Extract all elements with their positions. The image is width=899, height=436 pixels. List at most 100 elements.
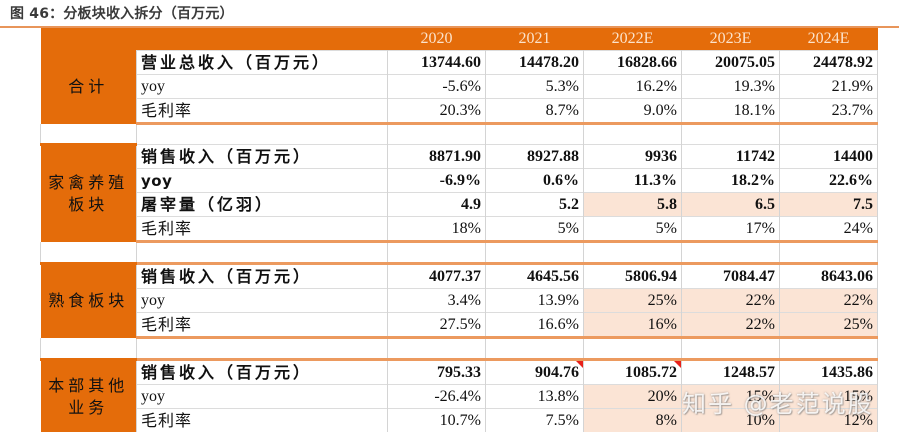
cell-value-estimate: 15%	[681, 384, 780, 409]
cell-value: 10.7%	[387, 408, 486, 432]
cell-value: 1248.57	[681, 359, 780, 385]
cell-value: -5.6%	[387, 74, 486, 99]
table-row: 毛利率 18% 5% 5% 17% 24%	[41, 216, 878, 243]
cell-value: -26.4%	[387, 384, 486, 409]
cell-value: 5.3%	[485, 74, 584, 99]
cell-value: 14478.20	[485, 50, 584, 75]
cell-value-with-comment[interactable]: 904.76	[485, 359, 584, 385]
cell-value-estimate: 15%	[779, 384, 878, 409]
cell-value: 11.3%	[583, 168, 682, 193]
cell-value: 7.5%	[485, 408, 584, 432]
cell-value: 27.5%	[387, 312, 486, 339]
figure-title: 图 46：分板块收入拆分（百万元）	[10, 6, 234, 22]
cell-value-estimate: 16%	[583, 312, 682, 339]
cell-value: 8643.06	[779, 263, 878, 289]
spacer-row	[40, 337, 878, 361]
cell-value: -6.9%	[387, 168, 486, 193]
segment-cooked-food: 熟食板块	[40, 263, 137, 338]
cell-value: 4.9	[387, 192, 486, 217]
row-label: yoy	[136, 384, 388, 409]
segment-other-business: 本部其他业务	[40, 359, 137, 432]
table-row: yoy -5.6% 5.3% 16.2% 19.3% 21.9%	[41, 74, 878, 99]
cell-value: 21.9%	[779, 74, 878, 99]
cell-value-estimate: 7.5	[779, 192, 878, 217]
cell-value: 18%	[387, 216, 486, 243]
cell-value: 20.3%	[387, 98, 486, 125]
cell-value-estimate: 8%	[583, 408, 682, 432]
cell-value: 23.7%	[779, 98, 878, 125]
cell-value: 18.1%	[681, 98, 780, 125]
cell-value: 7084.47	[681, 263, 780, 289]
cell-value-estimate: 10%	[681, 408, 780, 432]
table-row: 屠宰量（亿羽） 4.9 5.2 5.8 6.5 7.5	[41, 192, 878, 217]
cell-value: 9936	[583, 144, 682, 169]
cell-value-estimate: 6.5	[681, 192, 780, 217]
title-divider	[0, 26, 899, 28]
cell-value: 24%	[779, 216, 878, 243]
row-label: 销售收入（百万元）	[136, 263, 388, 289]
cell-value: 4077.37	[387, 263, 486, 289]
row-label: 销售收入（百万元）	[136, 359, 388, 385]
table-row: yoy 3.4% 13.9% 25% 22% 22%	[41, 288, 878, 313]
cell-value: 14400	[779, 144, 878, 169]
cell-value-estimate: 25%	[583, 288, 682, 313]
cell-value: 1435.86	[779, 359, 878, 385]
cell-value: 16.6%	[485, 312, 584, 339]
cell-value-estimate: 22%	[779, 288, 878, 313]
cell-value: 19.3%	[681, 74, 780, 99]
column-header-2020: 2020	[387, 28, 486, 51]
row-label: 销售收入（百万元）	[136, 144, 388, 169]
cell-value: 5%	[485, 216, 584, 243]
row-label: 屠宰量（亿羽）	[136, 192, 388, 217]
cell-value: 8.7%	[485, 98, 584, 125]
cell-value: 16828.66	[583, 50, 682, 75]
table-row: 毛利率 10.7% 7.5% 8% 10% 12%	[41, 408, 878, 432]
cell-value: 795.33	[387, 359, 486, 385]
cell-value: 17%	[681, 216, 780, 243]
table-row: 合计 营业总收入（百万元） 13744.60 14478.20 16828.66…	[40, 50, 878, 124]
header-row: 2020 2021 2022E 2023E 2024E	[40, 28, 878, 51]
table-row: 毛利率 20.3% 8.7% 9.0% 18.1% 23.7%	[41, 98, 878, 125]
column-header-2021: 2021	[485, 28, 584, 51]
cell-value-estimate: 5.8	[583, 192, 682, 217]
cell-value-estimate: 12%	[779, 408, 878, 432]
cell-value: 3.4%	[387, 288, 486, 313]
cell-value: 13.8%	[485, 384, 584, 409]
cell-value: 5%	[583, 216, 682, 243]
table-row: yoy -6.9% 0.6% 11.3% 18.2% 22.6%	[41, 168, 878, 193]
spacer-row	[40, 123, 878, 146]
cell-value: 18.2%	[681, 168, 780, 193]
cell-value: 8927.88	[485, 144, 584, 169]
cell-value-with-comment[interactable]: 1085.72	[583, 359, 682, 385]
cell-value: 8871.90	[387, 144, 486, 169]
cell-value: 22.6%	[779, 168, 878, 193]
row-label: 毛利率	[136, 98, 388, 125]
cell-value: 13744.60	[387, 50, 486, 75]
table-row: yoy -26.4% 13.8% 20% 15% 15%	[41, 384, 878, 409]
cell-value: 5.2	[485, 192, 584, 217]
table-row: 本部其他业务 销售收入（百万元） 795.33 904.76 1085.72 1…	[40, 359, 878, 432]
table-row: 家禽养殖板块 销售收入（百万元） 8871.90 8927.88 9936 11…	[40, 144, 878, 242]
segment-total: 合计	[40, 50, 137, 124]
column-header-2022e: 2022E	[583, 28, 682, 51]
spacer-row	[40, 241, 878, 265]
header-corner	[40, 28, 137, 51]
cell-value-estimate: 20%	[583, 384, 682, 409]
cell-value-estimate: 22%	[681, 312, 780, 339]
cell-value: 9.0%	[583, 98, 682, 125]
cell-value: 11742	[681, 144, 780, 169]
cell-value: 4645.56	[485, 263, 584, 289]
cell-value: 0.6%	[485, 168, 584, 193]
column-header-2024e: 2024E	[779, 28, 878, 51]
row-label: yoy	[136, 168, 388, 193]
segment-revenue-table: 2020 2021 2022E 2023E 2024E 合计 营业总收入（百万元…	[40, 28, 878, 432]
header-label-cell	[136, 28, 388, 51]
row-label: 毛利率	[136, 216, 388, 243]
row-label: 毛利率	[136, 408, 388, 432]
row-label: yoy	[136, 288, 388, 313]
row-label: 毛利率	[136, 312, 388, 339]
column-header-2023e: 2023E	[681, 28, 780, 51]
cell-value: 24478.92	[779, 50, 878, 75]
cell-value: 20075.05	[681, 50, 780, 75]
table-row: 毛利率 27.5% 16.6% 16% 22% 25%	[41, 312, 878, 339]
